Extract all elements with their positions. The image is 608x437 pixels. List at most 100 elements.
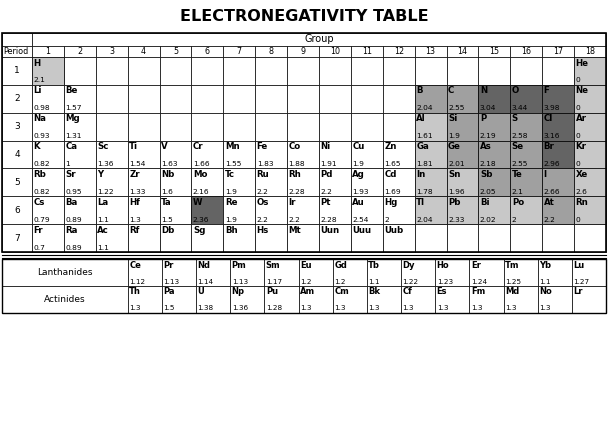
Bar — [435, 259, 469, 286]
Text: Cf: Cf — [402, 288, 412, 296]
Bar — [2, 141, 32, 168]
Bar — [351, 85, 383, 113]
Bar — [415, 196, 446, 224]
Text: 1.96: 1.96 — [448, 189, 465, 195]
Text: 2.33: 2.33 — [448, 217, 465, 222]
Bar — [223, 224, 255, 252]
Text: Sc: Sc — [97, 142, 109, 151]
Bar — [2, 168, 32, 196]
Text: Bh: Bh — [225, 225, 238, 235]
Text: Y: Y — [97, 170, 103, 179]
Bar — [192, 46, 223, 57]
Bar — [415, 168, 446, 196]
Text: Es: Es — [437, 288, 447, 296]
Text: Am: Am — [300, 288, 315, 296]
Text: 2.55: 2.55 — [448, 105, 465, 111]
Text: Cr: Cr — [193, 142, 204, 151]
Text: He: He — [576, 59, 589, 67]
Text: Rn: Rn — [576, 198, 589, 207]
Text: Al: Al — [416, 114, 426, 123]
Bar — [287, 224, 319, 252]
Text: C: C — [448, 87, 454, 95]
Text: 2.05: 2.05 — [480, 189, 497, 195]
Text: 1.36: 1.36 — [97, 161, 114, 167]
Bar — [478, 224, 510, 252]
Text: U: U — [198, 288, 204, 296]
Bar — [2, 33, 32, 46]
Bar — [574, 46, 606, 57]
Bar — [319, 141, 351, 168]
Bar — [415, 196, 446, 224]
Text: 1.22: 1.22 — [97, 189, 114, 195]
Bar — [542, 196, 574, 224]
Bar — [192, 168, 223, 196]
Bar — [255, 85, 287, 113]
Bar — [192, 141, 223, 168]
Bar — [32, 224, 64, 252]
Bar — [446, 168, 478, 196]
Bar — [574, 168, 606, 196]
Bar — [572, 286, 606, 313]
Text: 1.1: 1.1 — [539, 278, 551, 284]
Text: 7: 7 — [14, 233, 20, 243]
Bar — [574, 85, 606, 113]
Text: 1.12: 1.12 — [129, 278, 145, 284]
Bar — [351, 168, 383, 196]
Text: 1.66: 1.66 — [193, 161, 210, 167]
Bar — [287, 196, 319, 224]
Bar — [223, 141, 255, 168]
Text: 1.54: 1.54 — [129, 161, 145, 167]
Bar — [478, 141, 510, 168]
Text: 0: 0 — [576, 217, 581, 222]
Bar — [192, 224, 223, 252]
Bar — [415, 224, 446, 252]
Text: 5: 5 — [14, 178, 20, 187]
Bar — [64, 113, 96, 141]
Bar — [435, 286, 469, 313]
Bar — [510, 113, 542, 141]
Text: Na: Na — [33, 114, 46, 123]
Bar — [383, 57, 415, 85]
Bar — [542, 113, 574, 141]
Bar — [510, 224, 542, 252]
Text: 2.2: 2.2 — [320, 189, 333, 195]
Text: Mg: Mg — [66, 114, 80, 123]
Bar — [64, 85, 96, 113]
Text: 3.98: 3.98 — [544, 105, 560, 111]
Bar — [351, 168, 383, 196]
Bar — [255, 141, 287, 168]
Text: 1.3: 1.3 — [437, 305, 448, 312]
Bar — [383, 168, 415, 196]
Text: Bk: Bk — [368, 288, 381, 296]
Bar — [96, 141, 128, 168]
Bar — [223, 46, 255, 57]
Bar — [510, 141, 542, 168]
Text: Md: Md — [505, 288, 519, 296]
Text: Zr: Zr — [129, 170, 140, 179]
Text: Pa: Pa — [164, 288, 175, 296]
Text: 1.83: 1.83 — [257, 161, 273, 167]
Bar — [96, 196, 128, 224]
Bar — [383, 224, 415, 252]
Text: Lu: Lu — [573, 260, 584, 270]
Bar — [469, 286, 503, 313]
Bar — [319, 224, 351, 252]
Bar — [264, 259, 299, 286]
Text: H: H — [33, 59, 41, 67]
Bar — [542, 141, 574, 168]
Text: 4: 4 — [14, 150, 20, 159]
Text: 1.1: 1.1 — [97, 244, 109, 250]
Bar — [255, 196, 287, 224]
Text: 3: 3 — [14, 122, 20, 131]
Bar — [469, 259, 503, 286]
Text: W: W — [193, 198, 202, 207]
Text: Ga: Ga — [416, 142, 429, 151]
Text: B: B — [416, 87, 423, 95]
Bar — [2, 33, 606, 252]
Text: Rh: Rh — [289, 170, 302, 179]
Bar — [32, 85, 64, 113]
Bar — [478, 168, 510, 196]
Bar — [223, 168, 255, 196]
Text: Ta: Ta — [161, 198, 171, 207]
Bar — [128, 224, 159, 252]
